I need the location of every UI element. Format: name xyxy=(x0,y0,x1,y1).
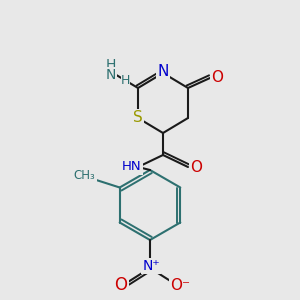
Text: H: H xyxy=(106,58,116,72)
Text: N: N xyxy=(106,68,116,82)
Text: H: H xyxy=(121,74,130,88)
Text: O: O xyxy=(190,160,202,175)
Text: HN: HN xyxy=(122,160,142,173)
Text: O: O xyxy=(211,70,223,85)
Text: N: N xyxy=(157,64,169,79)
Text: O⁻: O⁻ xyxy=(170,278,190,292)
Text: CH₃: CH₃ xyxy=(74,169,96,182)
Text: O: O xyxy=(115,276,128,294)
Text: N⁺: N⁺ xyxy=(142,259,160,273)
Text: S: S xyxy=(133,110,143,125)
